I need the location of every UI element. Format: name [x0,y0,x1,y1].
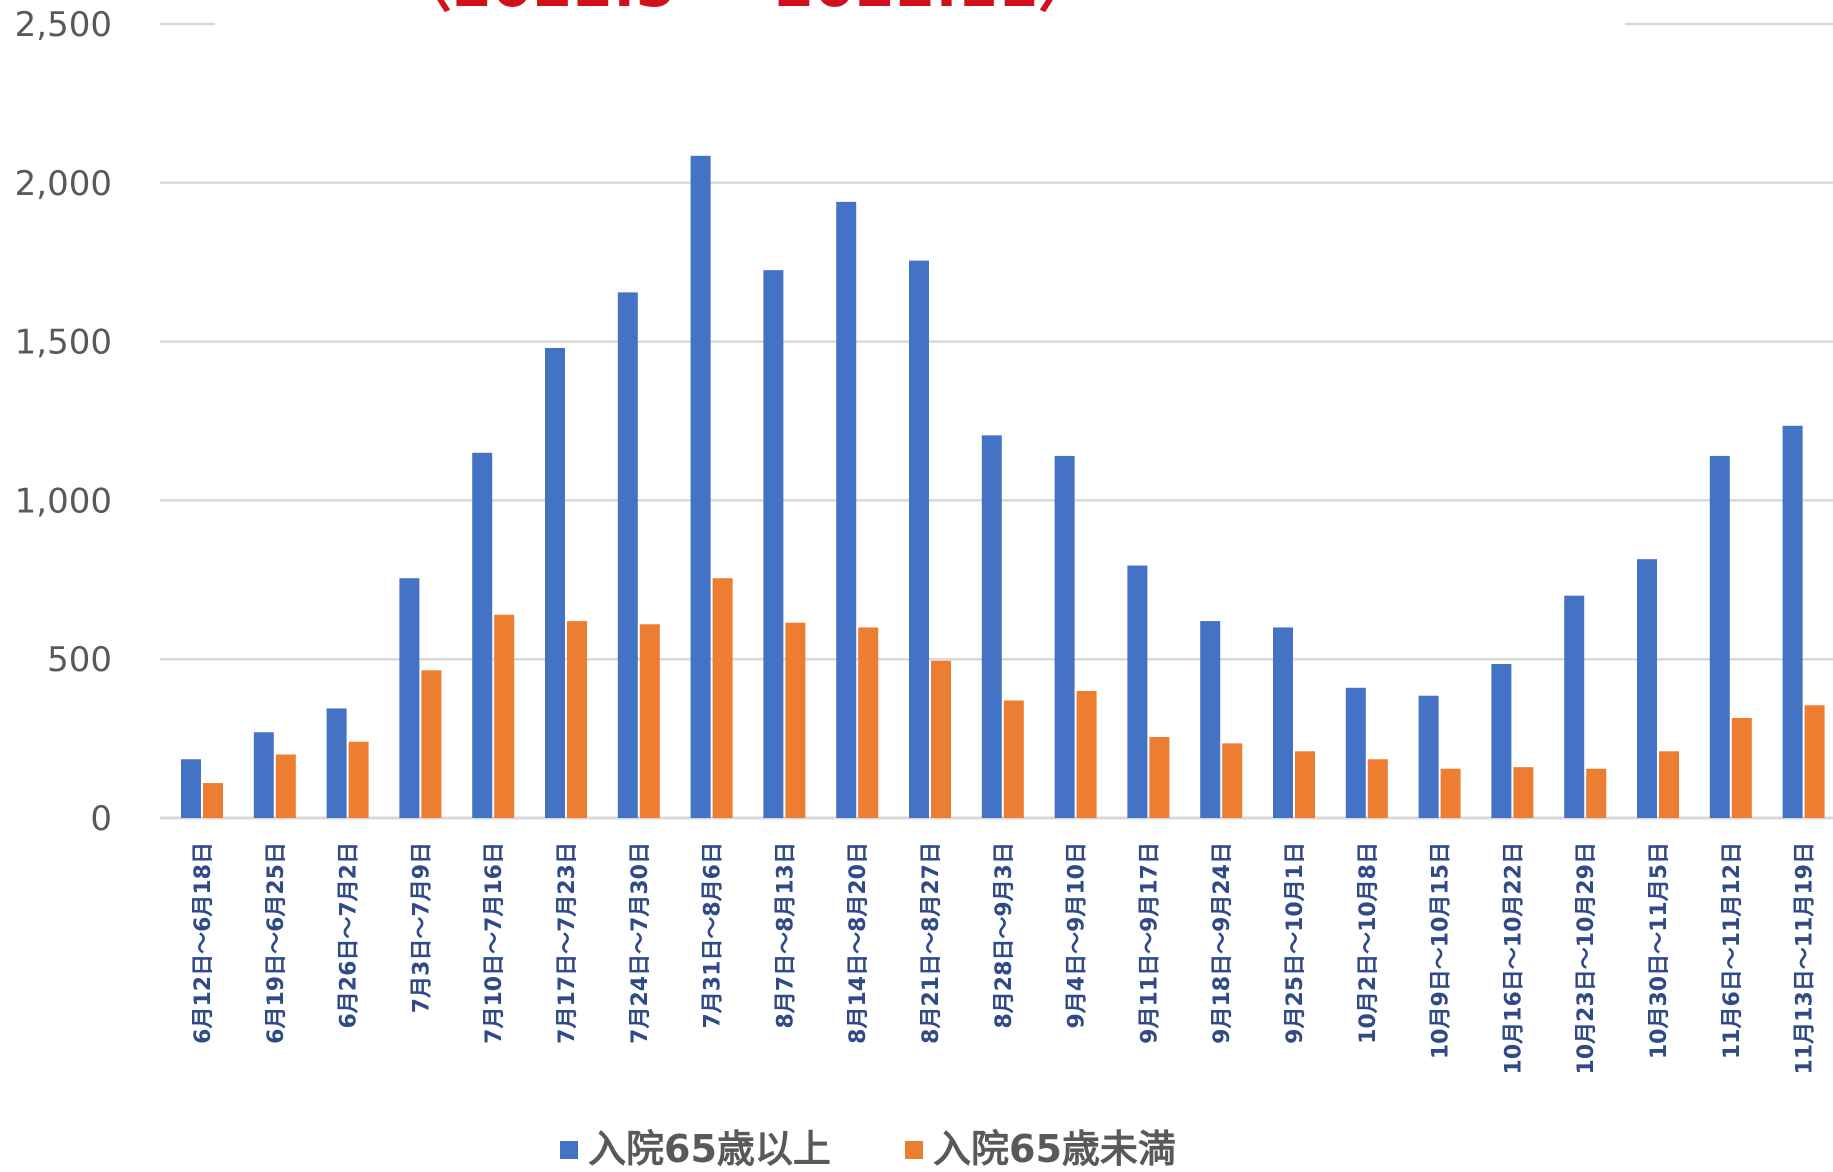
bar-65-over [1127,565,1148,818]
bar-65-over [909,260,929,818]
legend: 入院65歳以上 入院65歳未満 [560,1127,1176,1171]
x-category-label: 8月7日～8月13日 [773,842,798,1029]
bar-65-under [1586,768,1607,818]
x-category-label: 7月10日～7月16日 [482,842,507,1044]
bar-65-under [1804,705,1825,818]
legend-swatch [560,1141,578,1159]
x-category-label: 8月28日～9月3日 [992,842,1017,1029]
bar-65-under [1513,767,1534,818]
bar-65-under [275,754,296,818]
bar-65-over [1200,621,1221,818]
bar-65-under [494,614,515,818]
x-category-label: 7月24日～7月30日 [628,842,653,1044]
x-category-label: 10月16日～10月22日 [1501,842,1526,1074]
x-category-label: 9月18日～9月24日 [1210,842,1235,1044]
bar-65-over [617,292,638,818]
bar-65-over [1273,627,1293,818]
bar-65-over [763,270,784,818]
y-tick-label: 1,500 [15,323,112,363]
x-category-label: 6月26日～7月2日 [337,842,362,1029]
bar-65-over [472,452,493,818]
bar-65-over [690,155,711,818]
legend-swatch [905,1141,923,1159]
bar-65-under [785,622,806,818]
x-category-label: 8月14日～8月20日 [846,842,871,1044]
y-tick-label: 1,000 [15,481,112,521]
x-category-label: 6月12日～6月18日 [191,842,216,1044]
x-category-label: 10月23日～10月29日 [1574,842,1599,1074]
bars [181,155,1825,818]
x-category-label: 8月21日～8月27日 [919,842,944,1044]
bar-65-over [326,708,347,818]
bar-65-under [858,627,879,818]
x-category-label: 7月31日～8月6日 [701,842,726,1029]
bar-65-over [1709,455,1730,818]
bar-65-under [1731,717,1752,818]
bar-65-under [931,660,951,818]
y-axis-ticks: 0 500 1,000 1,500 2,000 2,500 [15,5,112,839]
x-category-label: 10月9日～10月15日 [1429,842,1454,1059]
y-tick-label: 500 [47,640,112,680]
bar-65-over [1564,595,1585,818]
y-tick-label: 0 [90,799,112,839]
bar-65-under [639,624,660,818]
bar-65-over [399,578,420,818]
bar-65-over [1491,663,1512,818]
x-category-label: 10月30日～11月5日 [1647,842,1672,1059]
bar-65-over [1782,425,1803,818]
bar-65-under [1003,700,1024,818]
bar-65-under [567,621,587,818]
x-axis-labels: 6月12日～6月18日 6月19日～6月25日 6月26日～7月2日 7月3日～7月9… [191,842,1818,1074]
bar-65-over [253,732,274,818]
bar-65-under [712,578,733,818]
bar-65-under [1440,768,1461,818]
bar-65-over [1637,559,1657,818]
bar-65-over [836,201,857,818]
x-category-label: 6月19日～6月25日 [264,842,289,1044]
x-category-label: 7月17日～7月23日 [555,842,580,1044]
chart-title: 〈2022.5 ― 2022.11〉 [394,0,1096,20]
x-category-label: 9月11日～9月17日 [1137,842,1162,1044]
bar-65-under [203,783,223,818]
x-category-label: 9月4日～9月10日 [1065,842,1090,1029]
bar-65-over [1345,687,1366,818]
bar-65-under [1659,751,1679,818]
x-category-label: 9月25日～10月1日 [1283,842,1308,1044]
legend-label: 入院65歳以上 [588,1127,831,1171]
y-tick-label: 2,000 [15,164,112,204]
bar-65-over [545,347,565,818]
bar-65-under [348,741,369,818]
bar-65-under [421,670,442,818]
bar-65-under [1295,751,1315,818]
bar-65-over [1054,455,1075,818]
x-category-label: 10月2日～10月8日 [1356,842,1381,1044]
x-category-label: 7月3日～7月9日 [409,842,434,1013]
bar-65-over [981,435,1002,818]
y-tick-label: 2,500 [15,5,112,45]
bar-65-under [1076,690,1097,818]
bar-65-over [1418,695,1439,818]
x-category-label: 11月6日～11月12日 [1720,842,1745,1059]
x-category-label: 11月13日～11月19日 [1793,842,1818,1074]
bar-65-under [1222,743,1243,818]
bar-65-under [1149,737,1170,818]
bar-65-over [181,759,201,818]
legend-label: 入院65歳未満 [933,1127,1176,1171]
bar-65-under [1367,759,1388,818]
